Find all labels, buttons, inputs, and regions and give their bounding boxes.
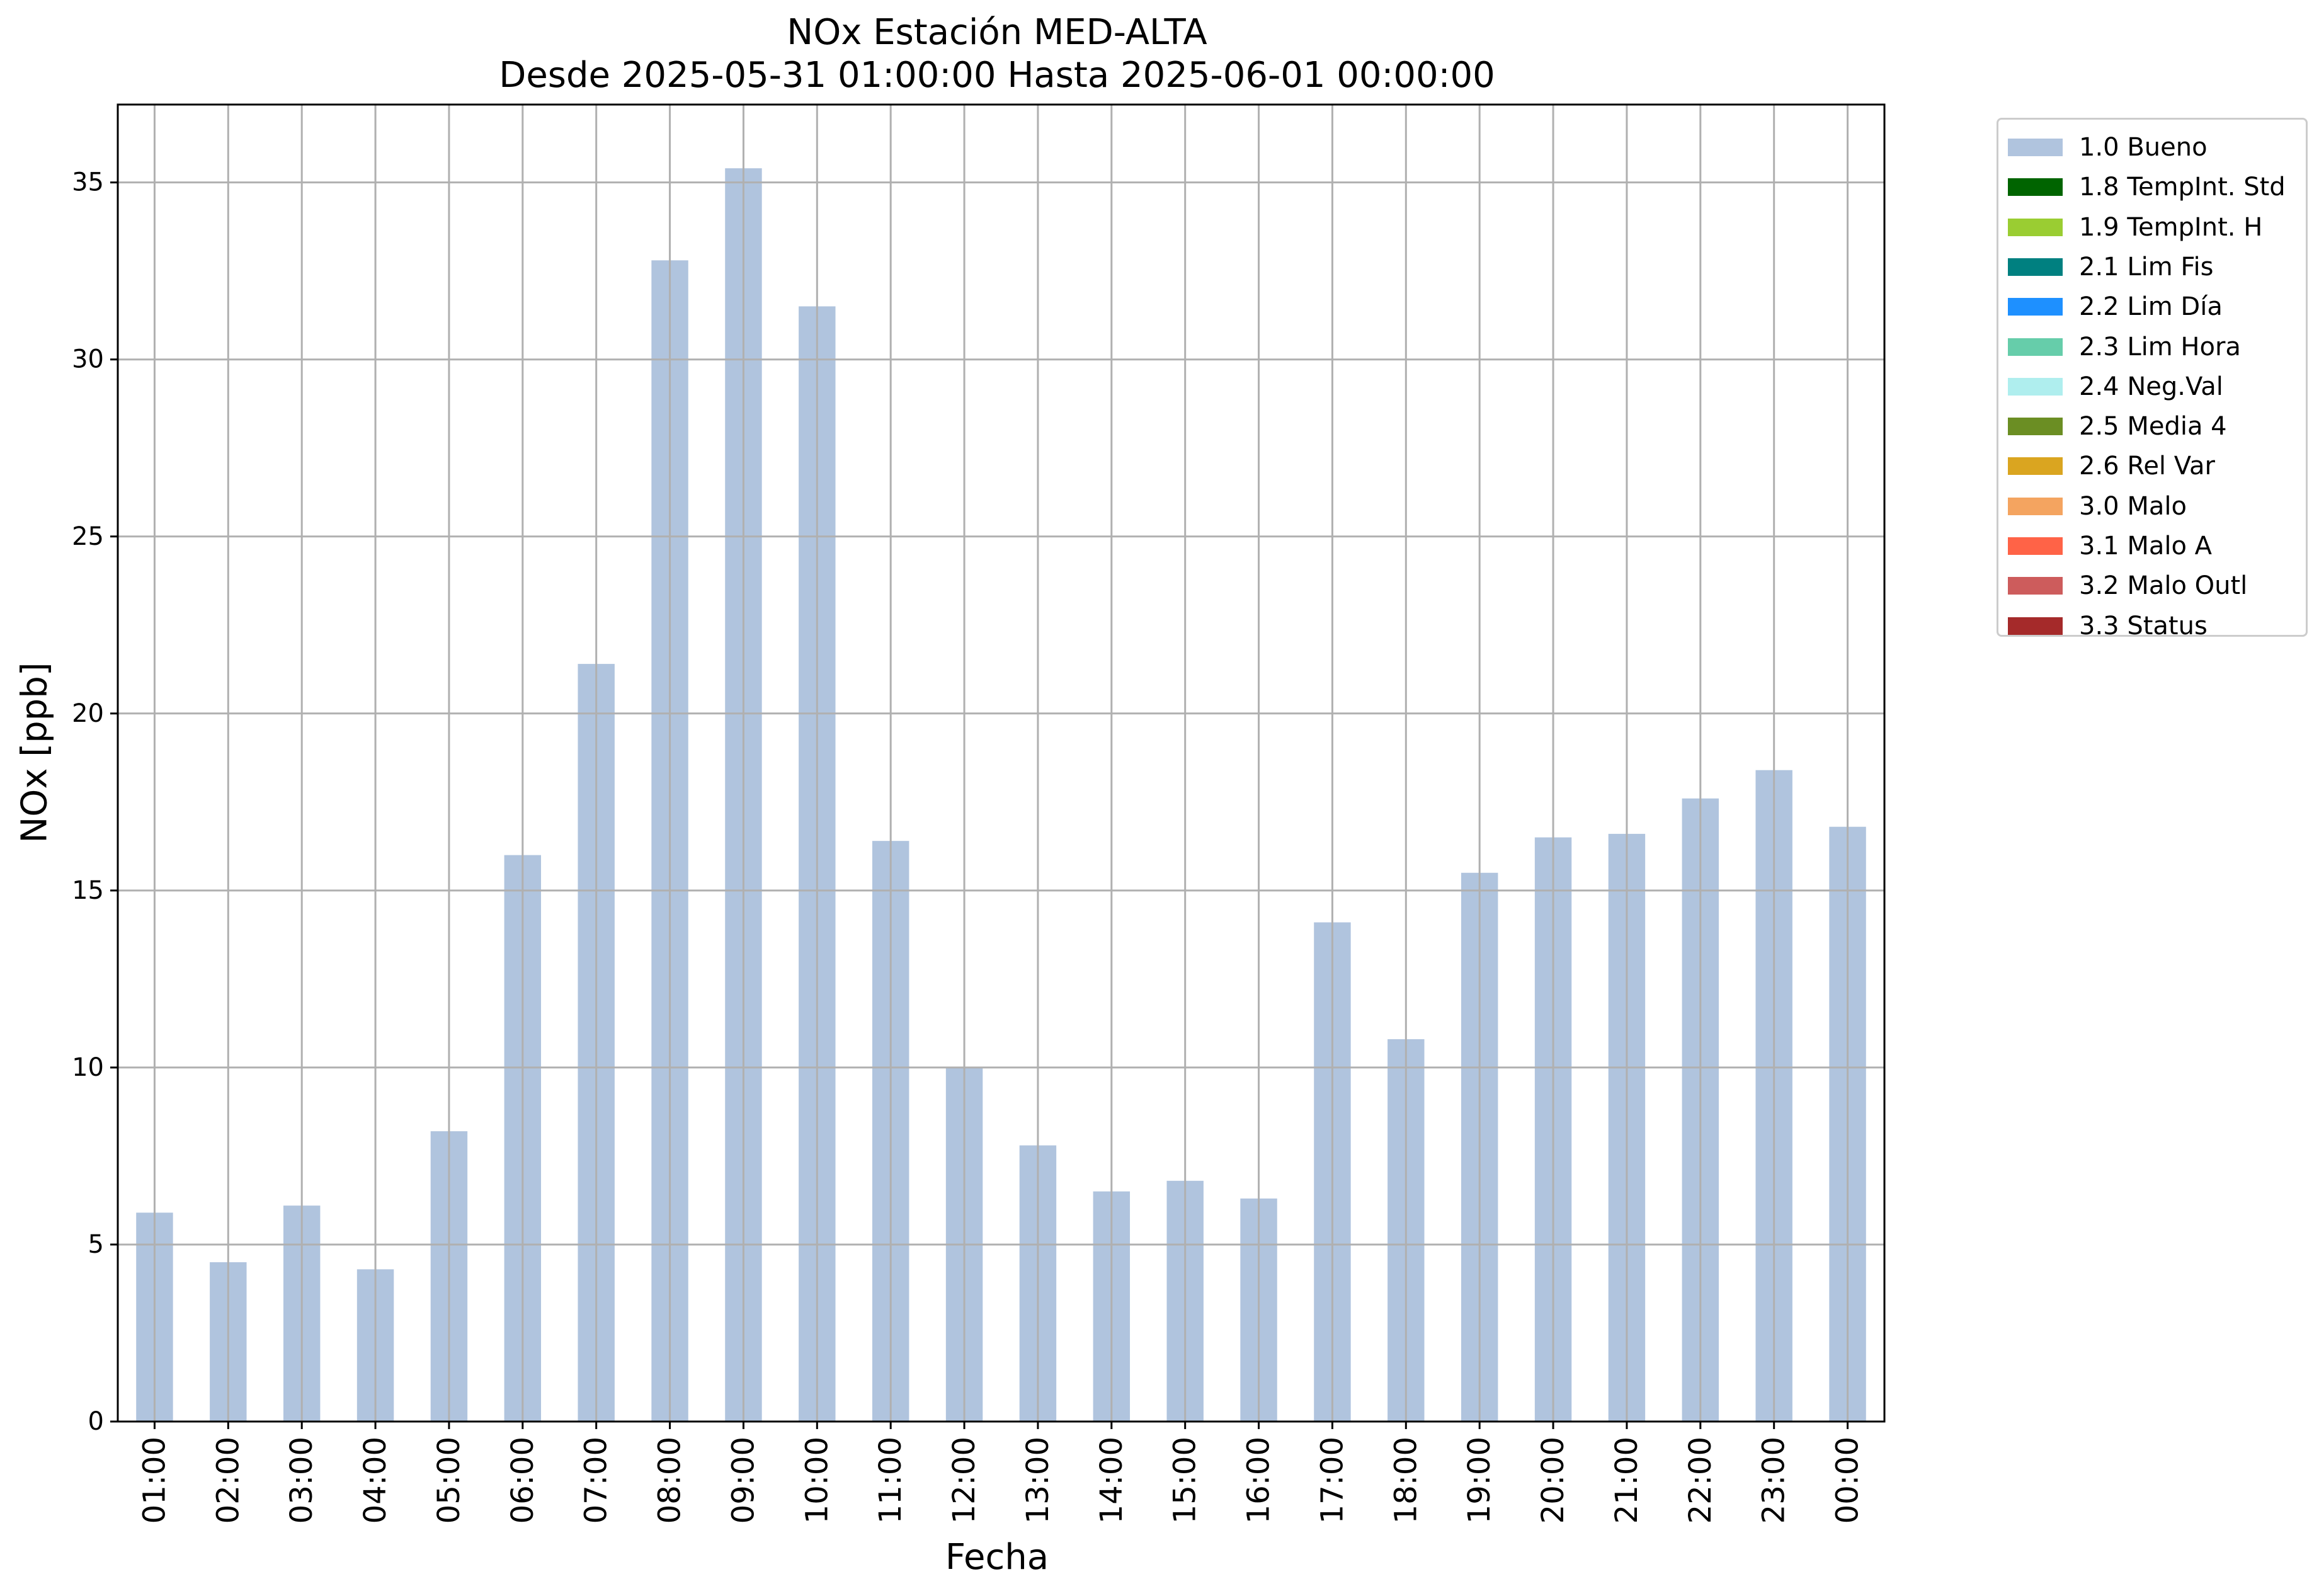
legend-item: 2.6 Rel Var	[1998, 447, 2307, 485]
legend-swatch	[2008, 537, 2063, 555]
x-tick-label: 19:00	[1462, 1437, 1497, 1524]
legend-label: 2.6 Rel Var	[2079, 452, 2215, 481]
x-tick-label: 09:00	[726, 1437, 761, 1524]
legend-swatch	[2008, 617, 2063, 635]
x-tick-label: 23:00	[1757, 1437, 1792, 1524]
x-tick-label: 10:00	[799, 1437, 835, 1524]
legend-label: 1.8 TempInt. Std	[2079, 173, 2286, 202]
legend-label: 2.3 Lim Hora	[2079, 332, 2241, 362]
legend-item: 2.5 Media 4	[1998, 408, 2307, 445]
x-tick-label: 13:00	[1020, 1437, 1056, 1524]
chart-subtitle: Desde 2025-05-31 01:00:00 Hasta 2025-06-…	[499, 55, 1495, 96]
x-tick-label: 14:00	[1094, 1437, 1129, 1524]
legend-swatch	[2008, 298, 2063, 316]
legend-swatch	[2008, 577, 2063, 595]
legend-item: 3.1 Malo A	[1998, 527, 2307, 565]
legend-swatch	[2008, 418, 2063, 436]
y-tick-label: 25	[72, 522, 104, 551]
x-tick-label: 07:00	[579, 1437, 614, 1524]
legend-item: 3.3 Status	[1998, 607, 2307, 645]
y-tick-label: 5	[88, 1230, 104, 1259]
x-tick-label: 06:00	[505, 1437, 540, 1524]
x-tick-label: 15:00	[1168, 1437, 1203, 1524]
x-axis-label: Fecha	[945, 1537, 1049, 1578]
x-tick-label: 18:00	[1388, 1437, 1423, 1524]
legend-label: 3.1 Malo A	[2079, 532, 2213, 561]
legend-item: 3.2 Malo Outl	[1998, 567, 2307, 605]
legend-swatch	[2008, 497, 2063, 515]
y-axis-label: NOx [ppb]	[14, 662, 55, 843]
legend-swatch	[2008, 377, 2063, 396]
legend-label: 3.0 Malo	[2079, 491, 2187, 521]
y-tick-label: 30	[72, 345, 104, 374]
legend-item: 1.9 TempInt. H	[1998, 208, 2307, 246]
legend-swatch	[2008, 258, 2063, 276]
legend-swatch	[2008, 218, 2063, 236]
legend-item: 1.0 Bueno	[1998, 128, 2307, 166]
plot-frame	[117, 103, 1886, 1423]
legend-item: 2.4 Neg.Val	[1998, 368, 2307, 406]
x-tick-label: 08:00	[652, 1437, 688, 1524]
y-tick-label: 0	[88, 1407, 104, 1436]
x-tick-label: 04:00	[358, 1437, 393, 1524]
x-tick-label: 03:00	[284, 1437, 319, 1524]
legend-label: 3.2 Malo Outl	[2079, 571, 2248, 601]
x-tick-label: 22:00	[1683, 1437, 1718, 1524]
chart-title: NOx Estación MED-ALTA	[787, 12, 1207, 53]
legend-item: 2.2 Lim Día	[1998, 288, 2307, 326]
legend-swatch	[2008, 178, 2063, 197]
x-tick-label: 12:00	[947, 1437, 982, 1524]
legend-item: 2.1 Lim Fis	[1998, 248, 2307, 286]
legend-label: 2.1 Lim Fis	[2079, 252, 2214, 282]
legend-label: 1.0 Bueno	[2079, 133, 2208, 162]
legend-swatch	[2008, 338, 2063, 356]
x-tick-label: 11:00	[873, 1437, 908, 1524]
legend-label: 2.2 Lim Día	[2079, 292, 2223, 322]
legend-label: 3.3 Status	[2079, 611, 2208, 641]
x-tick-label: 01:00	[137, 1437, 172, 1524]
x-tick-label: 05:00	[431, 1437, 467, 1524]
legend-item: 2.3 Lim Hora	[1998, 328, 2307, 366]
y-tick-label: 15	[72, 876, 104, 905]
x-tick-label: 21:00	[1609, 1437, 1644, 1524]
x-tick-label: 20:00	[1536, 1437, 1571, 1524]
y-tick-label: 10	[72, 1053, 104, 1082]
legend-item: 1.8 TempInt. Std	[1998, 168, 2307, 206]
legend-item: 3.0 Malo	[1998, 487, 2307, 525]
y-tick-label: 35	[72, 168, 104, 197]
x-tick-label: 17:00	[1314, 1437, 1350, 1524]
legend-label: 2.4 Neg.Val	[2079, 372, 2223, 401]
legend-swatch	[2008, 139, 2063, 156]
x-tick-label: 16:00	[1241, 1437, 1277, 1524]
legend-swatch	[2008, 457, 2063, 476]
x-tick-label: 00:00	[1830, 1437, 1866, 1524]
legend-label: 1.9 TempInt. H	[2079, 212, 2263, 242]
chart-legend: 1.0 Bueno 1.8 TempInt. Std 1.9 TempInt. H 2…	[1997, 118, 2308, 640]
legend-label: 2.5 Media 4	[2079, 412, 2227, 442]
x-tick-label: 02:00	[210, 1437, 246, 1524]
y-tick-label: 20	[72, 699, 104, 728]
